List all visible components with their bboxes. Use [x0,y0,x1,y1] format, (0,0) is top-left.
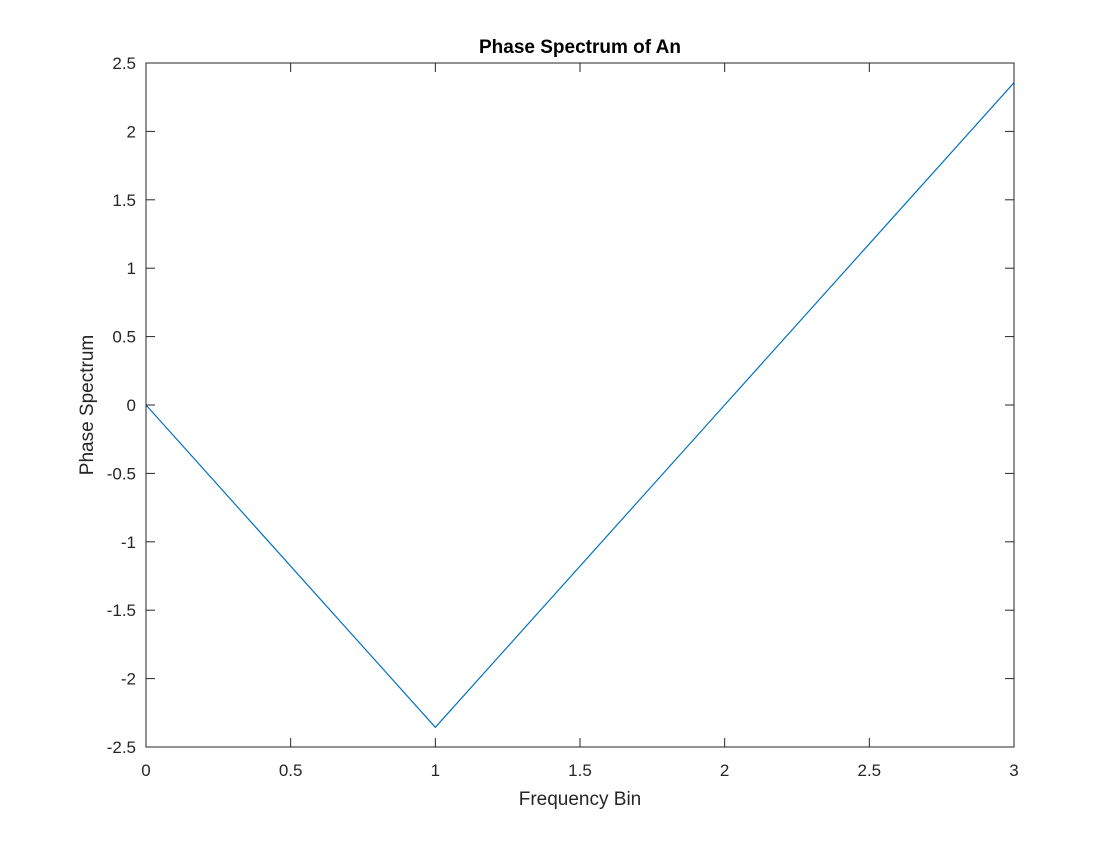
y-tick-label: -1 [121,533,136,552]
y-tick-label: 0.5 [112,328,136,347]
y-tick-label: 0 [127,396,136,415]
y-tick-label: -1.5 [107,601,136,620]
x-tick-label: 2 [720,761,729,780]
x-axis-label: Frequency Bin [519,789,642,810]
x-tick-label: 2.5 [858,761,882,780]
y-axis-label: Phase Spectrum [77,335,98,475]
y-tick-label: 2.5 [112,54,136,73]
y-tick-label: -2.5 [107,738,136,757]
x-tick-label: 1.5 [568,761,592,780]
x-tick-label: 0.5 [279,761,303,780]
series-layer [145,82,1015,729]
y-tick-label: 2 [127,122,136,141]
x-tick-label: 0 [141,761,150,780]
y-tick-label: 1 [127,259,136,278]
y-tick-label: 1.5 [112,191,136,210]
x-tick-label: 3 [1009,761,1018,780]
plot-frame [145,62,1015,748]
plot-background [146,63,1014,747]
y-tick-label: -0.5 [107,464,136,483]
x-tick-label: 1 [431,761,440,780]
chart-title: Phase Spectrum of An [479,37,681,58]
phase-series-line [145,82,1015,729]
y-tick-label: -2 [121,670,136,689]
